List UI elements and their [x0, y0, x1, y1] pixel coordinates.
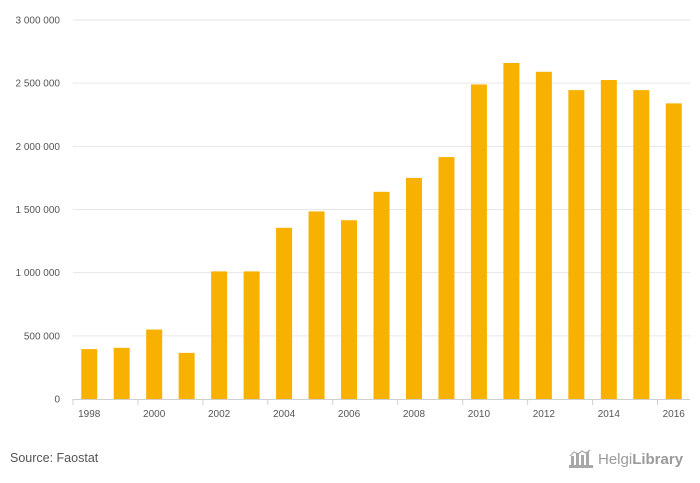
bar-2013[interactable]	[568, 90, 585, 400]
bar-2003[interactable]	[243, 271, 260, 399]
bar-2007[interactable]	[373, 191, 390, 399]
y-tick-label: 2 000 000	[16, 142, 61, 153]
y-axis-tick-labels: 0 500 000 1 000 000 1 500 000 2 000 000 2 500…	[16, 16, 61, 406]
logo-text-bold: Library	[632, 450, 684, 468]
logo-text-light: Helgi	[598, 450, 633, 468]
x-tick-label: 2004	[273, 409, 296, 420]
bar-2004[interactable]	[276, 227, 293, 399]
bars	[81, 62, 682, 400]
bar-2001[interactable]	[178, 352, 195, 399]
x-tick-label: 2002	[208, 409, 231, 420]
x-tick-label: 2006	[338, 409, 361, 420]
x-tick-label: 2000	[143, 409, 166, 420]
bar-2011[interactable]	[503, 62, 520, 399]
bar-2010[interactable]	[470, 84, 487, 400]
x-tick-label: 2010	[468, 409, 491, 420]
x-tick-label: 2012	[533, 409, 556, 420]
bar-2015[interactable]	[633, 90, 650, 400]
bar-2005[interactable]	[308, 211, 325, 399]
bar-2012[interactable]	[535, 71, 552, 400]
bar-2016[interactable]	[665, 103, 682, 399]
x-tick-label: 2008	[403, 409, 426, 420]
y-tick-label: 500 000	[24, 331, 61, 342]
bar-2000[interactable]	[146, 329, 163, 399]
bar-2014[interactable]	[600, 80, 617, 399]
bar-2006[interactable]	[341, 220, 358, 399]
bar-1999[interactable]	[113, 347, 130, 399]
x-tick-label: 1998	[78, 409, 101, 420]
bar-1998[interactable]	[81, 349, 98, 399]
x-axis	[72, 399, 690, 405]
library-building-icon	[569, 449, 593, 468]
x-axis-tick-labels: 1998 2000 2002 2004 2006 2008 2010 2012 2014 2016	[78, 409, 685, 420]
helgi-library-logo[interactable]: Helgi Library	[568, 448, 683, 470]
bar-2009[interactable]	[438, 157, 455, 399]
y-tick-label: 0	[54, 395, 60, 406]
bar-2002[interactable]	[211, 271, 228, 399]
bar-2008[interactable]	[405, 177, 422, 399]
y-tick-label: 1 000 000	[16, 268, 61, 279]
y-tick-label: 3 000 000	[16, 16, 61, 27]
x-tick-label: 2016	[663, 409, 686, 420]
x-tick-label: 2014	[598, 409, 621, 420]
y-tick-label: 2 500 000	[16, 79, 61, 90]
source-note: Source: Faostat	[10, 451, 99, 465]
y-tick-label: 1 500 000	[16, 205, 61, 216]
